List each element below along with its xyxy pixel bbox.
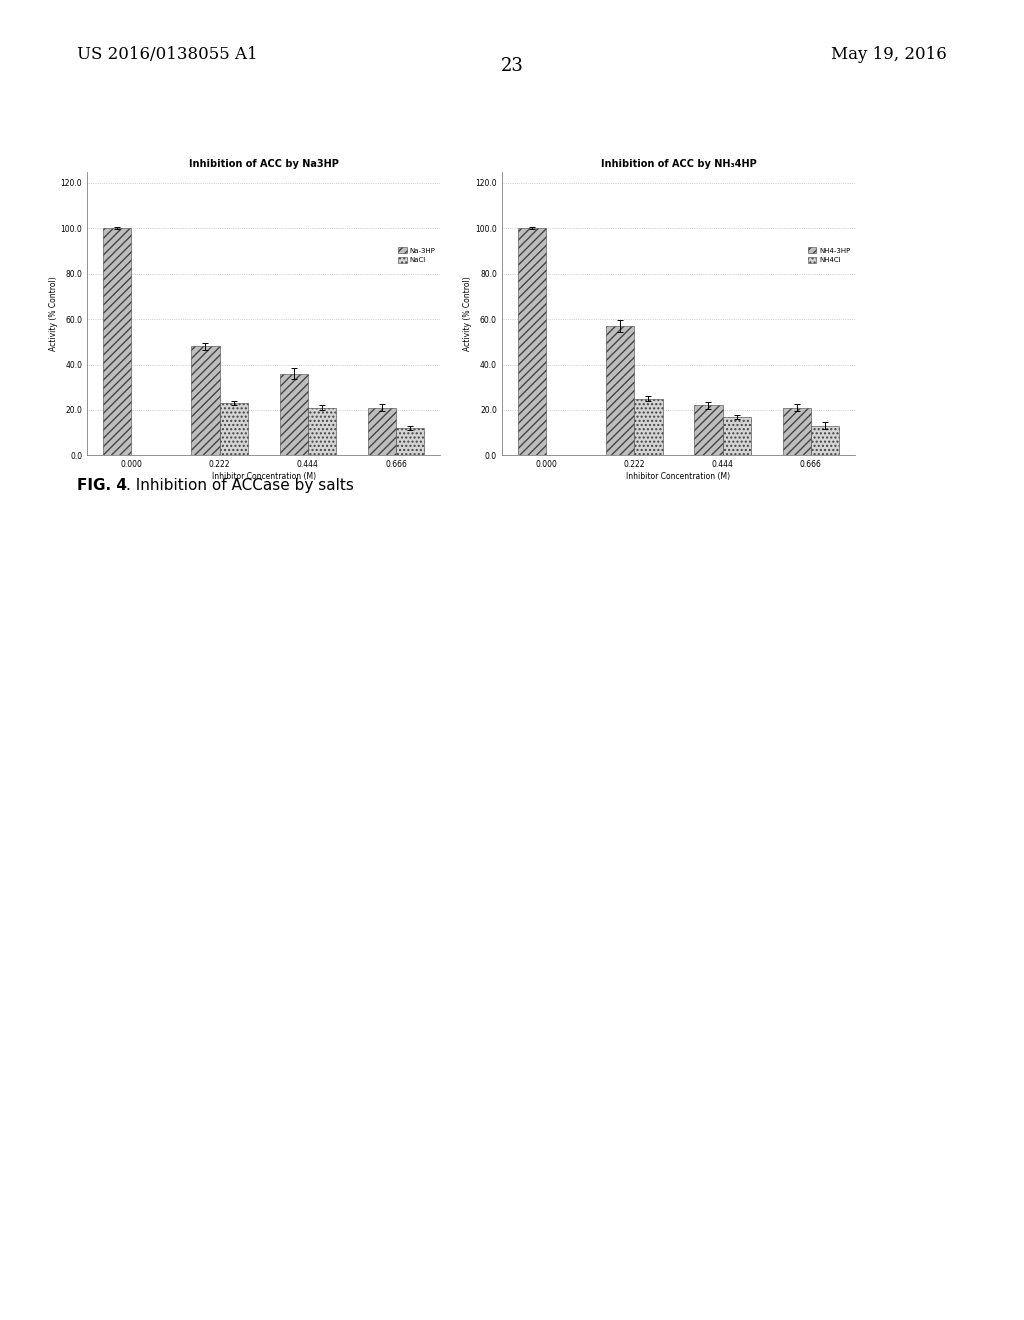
Text: 23: 23 [501, 57, 523, 75]
Bar [103, 228, 131, 455]
Bar [396, 428, 424, 455]
Text: FIG. 4: FIG. 4 [77, 478, 127, 492]
Bar [219, 403, 248, 455]
Title: Inhibition of ACC by Na3HP: Inhibition of ACC by Na3HP [188, 160, 339, 169]
Legend: NH4-3HP, NH4Cl: NH4-3HP, NH4Cl [807, 246, 852, 265]
Text: . Inhibition of ACCase by salts: . Inhibition of ACCase by salts [126, 478, 354, 492]
Bar [606, 326, 634, 455]
Legend: Na-3HP, NaCl: Na-3HP, NaCl [397, 246, 437, 265]
Bar [782, 408, 811, 455]
Bar [308, 408, 336, 455]
Bar [634, 399, 663, 455]
Y-axis label: Activity (% Control): Activity (% Control) [49, 276, 57, 351]
Bar [368, 408, 396, 455]
Text: US 2016/0138055 A1: US 2016/0138055 A1 [77, 46, 257, 63]
Bar [280, 374, 308, 455]
Title: Inhibition of ACC by NH₃4HP: Inhibition of ACC by NH₃4HP [600, 160, 757, 169]
Y-axis label: Activity (% Control): Activity (% Control) [464, 276, 472, 351]
X-axis label: Inhibitor Concentration (M): Inhibitor Concentration (M) [212, 473, 315, 480]
Bar [518, 228, 546, 455]
Bar [191, 346, 219, 455]
Text: May 19, 2016: May 19, 2016 [831, 46, 947, 63]
Bar [811, 426, 839, 455]
Bar [694, 405, 723, 455]
X-axis label: Inhibitor Concentration (M): Inhibitor Concentration (M) [627, 473, 730, 480]
Bar [723, 417, 751, 455]
